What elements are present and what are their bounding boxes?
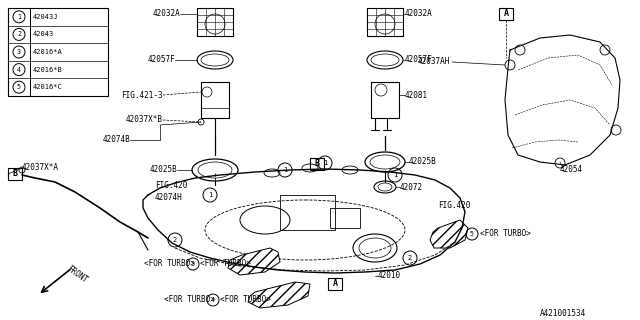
Text: <FOR TURBO>: <FOR TURBO> xyxy=(220,295,271,305)
Bar xyxy=(330,208,360,228)
Bar xyxy=(8,168,22,180)
Text: 1: 1 xyxy=(393,172,397,178)
Text: 42054: 42054 xyxy=(560,165,583,174)
Text: 3: 3 xyxy=(17,49,21,55)
Text: 42032A: 42032A xyxy=(152,10,180,19)
Text: 42016*C: 42016*C xyxy=(33,84,63,90)
Text: FIG.421-3: FIG.421-3 xyxy=(122,91,163,100)
Text: 2: 2 xyxy=(173,237,177,243)
Text: 2: 2 xyxy=(408,255,412,261)
Text: 42016*B: 42016*B xyxy=(33,67,63,73)
Text: 5: 5 xyxy=(470,231,474,237)
Text: 42072: 42072 xyxy=(400,182,423,191)
Text: 1: 1 xyxy=(208,192,212,198)
Text: 4: 4 xyxy=(211,297,215,303)
Text: 42010: 42010 xyxy=(378,271,401,281)
Text: A421001534: A421001534 xyxy=(540,308,586,317)
Text: 3: 3 xyxy=(191,261,195,267)
Text: 42057F: 42057F xyxy=(147,55,175,65)
Polygon shape xyxy=(248,282,310,308)
Text: 2: 2 xyxy=(17,31,21,37)
Bar xyxy=(499,8,513,20)
Bar xyxy=(197,8,233,36)
Bar xyxy=(8,8,108,96)
Text: <FOR TURBO>: <FOR TURBO> xyxy=(164,295,215,305)
Bar xyxy=(201,82,229,118)
Text: A: A xyxy=(333,279,337,289)
Text: 1: 1 xyxy=(17,14,21,20)
Text: A: A xyxy=(504,10,509,19)
Text: 5: 5 xyxy=(17,84,21,90)
Text: 4: 4 xyxy=(17,67,21,73)
Bar xyxy=(280,195,335,230)
Bar xyxy=(328,278,342,290)
Text: FIG.420: FIG.420 xyxy=(155,180,188,189)
Text: B: B xyxy=(13,170,17,179)
Text: <FOR TURBO>: <FOR TURBO> xyxy=(480,229,531,238)
Text: 42043: 42043 xyxy=(33,31,54,37)
Text: B: B xyxy=(314,159,319,169)
Bar xyxy=(310,158,324,170)
Text: 1: 1 xyxy=(323,160,327,166)
Text: 1: 1 xyxy=(283,167,287,173)
Text: FIG.420: FIG.420 xyxy=(438,201,470,210)
Text: 42057F: 42057F xyxy=(405,55,433,65)
Text: 42037X*A: 42037X*A xyxy=(22,164,59,172)
Text: 42074H: 42074H xyxy=(155,194,183,203)
Text: 42043J: 42043J xyxy=(33,14,58,20)
Text: 42037AH: 42037AH xyxy=(418,58,450,67)
Text: 42081: 42081 xyxy=(405,91,428,100)
Text: 42025B: 42025B xyxy=(149,165,177,174)
Text: 42037X*B: 42037X*B xyxy=(126,116,163,124)
Text: 42074B: 42074B xyxy=(102,135,130,145)
Text: 42016*A: 42016*A xyxy=(33,49,63,55)
Bar xyxy=(367,8,403,36)
Text: 42032A: 42032A xyxy=(405,10,433,19)
Polygon shape xyxy=(228,248,280,275)
Polygon shape xyxy=(430,220,468,248)
Text: 42025B: 42025B xyxy=(409,157,436,166)
Text: <FOR TURBO>: <FOR TURBO> xyxy=(144,260,195,268)
Bar xyxy=(371,82,399,118)
Text: <FOR TURBO>: <FOR TURBO> xyxy=(200,260,251,268)
Text: FRONT: FRONT xyxy=(65,265,89,285)
